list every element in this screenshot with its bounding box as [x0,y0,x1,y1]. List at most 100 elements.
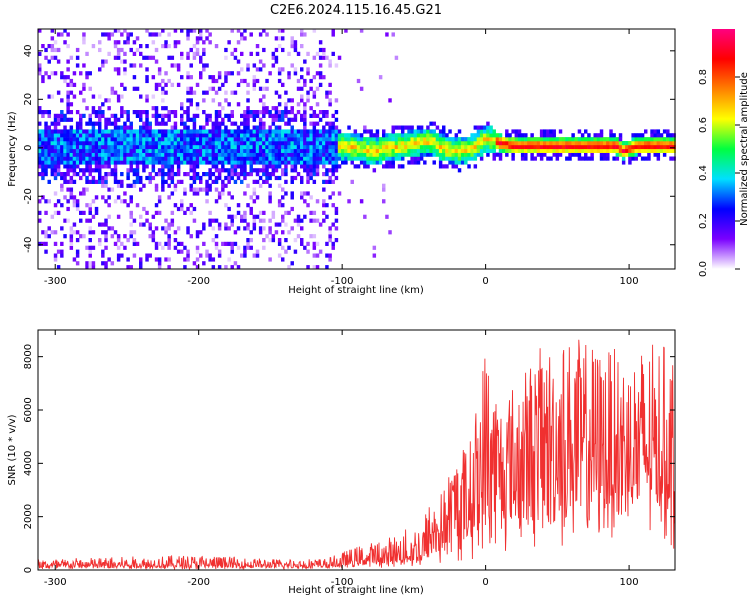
spectrogram-cell [230,175,234,181]
spectrogram-cell [290,40,294,45]
spectrogram-cell [85,187,89,192]
spectrogram-cell [44,110,48,115]
spectrogram-cell [44,129,48,134]
spectrogram-cell [180,206,184,212]
spectrogram-cell [85,121,89,126]
spectrogram-cell [644,148,648,153]
spectrogram-cell [290,226,294,231]
spectrogram-cell [287,141,291,146]
spectrogram-cell [126,117,130,122]
spectrogram-cell [224,144,228,150]
spectrogram-cell [284,148,288,153]
spectrogram-cell [344,28,348,33]
spectrogram-cell [258,156,263,161]
spectrogram-cell [366,141,370,146]
spectrogram-cell [331,172,335,177]
spectrogram-cell [44,47,48,53]
spectrogram-cell [164,71,168,76]
spectrogram-cell [401,152,405,157]
spectrogram-cell [315,156,320,161]
spectrogram-cell [186,144,190,150]
spectrogram-cell [464,148,468,153]
spectrogram-cell [391,133,395,138]
spectrogram-cell [669,137,673,142]
spectrogram-cell [157,152,162,157]
spectrogram-cell [60,32,64,37]
spectrogram-cell [258,160,263,165]
spectrogram-cell [584,144,588,150]
spectrogram-cell [350,179,354,184]
spectrogram-cell [69,55,74,60]
spectrogram-cell [350,160,354,165]
spectrogram-cell [217,226,222,231]
spectrogram-cell [69,160,74,165]
spectrogram-cell [492,141,496,146]
spectrogram-cell [631,144,635,150]
spectrogram-cell [148,160,152,165]
spectrogram-cell [599,152,604,157]
spectrogram-cell [460,148,465,153]
spectrogram-cell [353,129,358,134]
spectrogram-cell [249,206,253,212]
spectrogram-cell [401,141,405,146]
spectrogram-cell [129,195,133,200]
spectrogram-cell [356,141,361,146]
spectrogram-cell [63,148,67,153]
spectrogram-cell [454,164,459,169]
spectrogram-cell [113,199,118,204]
spectrogram-cell [543,137,547,142]
spectrogram-cell [91,125,96,130]
spectrogram-cell [236,164,241,169]
spectrogram-cell [205,191,209,196]
spectrogram-cell [94,152,99,157]
spectrogram-cell [378,160,383,165]
spectrogram-cell [473,137,478,142]
spectrogram-cell [577,144,582,150]
spectrogram-cell [325,179,329,184]
spectrogram-cell [123,28,127,33]
spectrogram-cell [180,160,184,165]
spectrogram-cell [252,152,257,157]
spectrogram-cell [391,156,395,161]
spectrogram-cell [107,133,111,138]
spectrogram-cell [479,141,484,146]
spectrogram-cell [186,160,190,165]
spectrogram-cell [391,164,395,169]
spectrogram-cell [432,148,436,153]
spectrogram-cell [243,152,247,157]
spectrogram-cell [483,141,487,146]
spectrogram-cell [230,164,234,169]
spectrogram-cell [44,144,48,150]
spectrogram-cell [161,187,165,192]
spectrogram-cell [470,156,474,161]
spectrogram-cell [221,137,225,142]
spectrogram-cell [287,230,291,235]
spectrogram-cell [192,51,197,56]
spectrogram-cell [416,125,421,130]
spectrogram-cell [82,137,86,142]
spectrogram-cell [82,210,86,215]
spectrogram-cell [72,129,77,134]
spectrogram-cell [205,156,209,161]
spectrogram-cell [88,121,92,126]
spectrogram-cell [173,183,178,188]
spectrogram-cell [116,67,121,72]
spectrogram-cell [382,129,386,134]
spectrogram-cell [148,129,152,134]
spectrogram-cell [214,133,219,138]
spectrogram-cell [98,141,102,146]
spectrogram-cell [186,172,190,177]
spectrogram-cell [325,137,329,142]
spectrogram-cell [246,129,250,134]
spectrogram-cell [552,129,556,134]
spectrogram-cell [69,179,74,184]
spectrogram-cell [577,156,582,161]
spectrogram-cell [38,210,42,215]
spectrogram-cell [110,137,115,142]
spectrogram-cell [539,141,544,146]
spectrogram-cell [38,156,42,161]
spectrogram-cell [322,152,326,157]
spectrogram-cell [69,195,74,200]
spectrogram-cell [123,152,127,157]
spectrogram-cell [113,67,118,72]
